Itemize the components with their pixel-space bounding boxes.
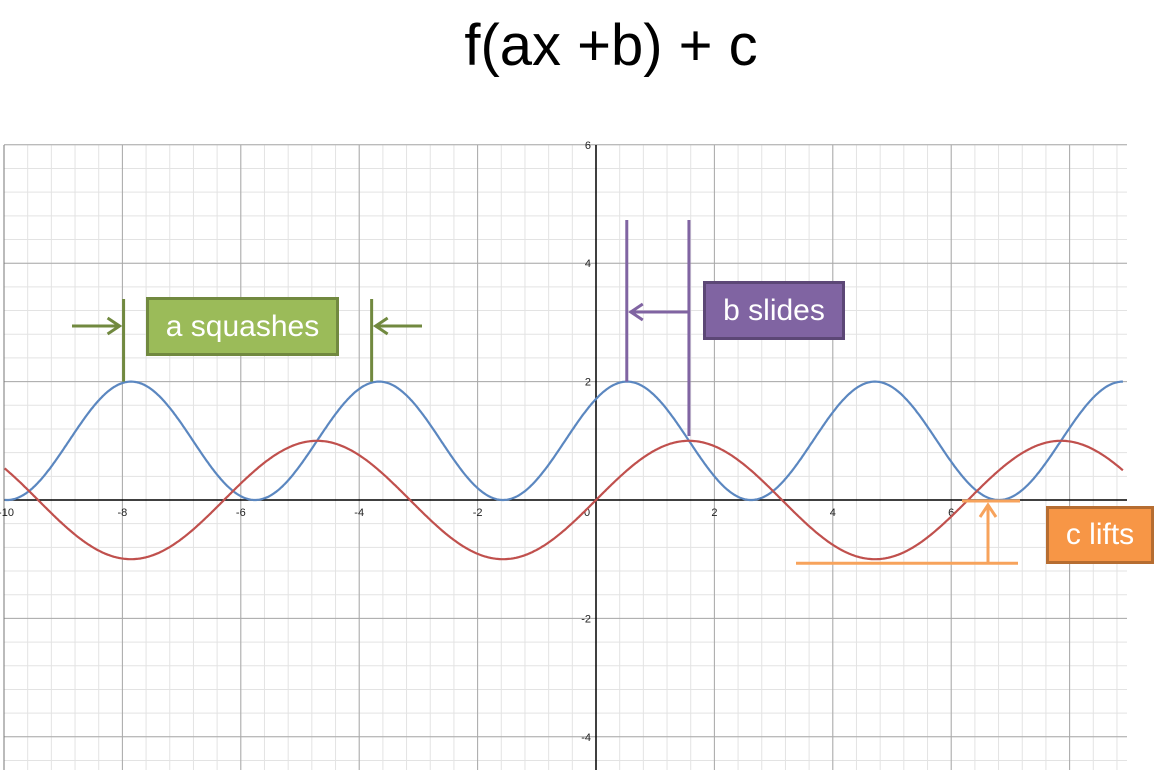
transformed-sine-line bbox=[4, 380, 1123, 502]
x-tick-label: 0 bbox=[584, 507, 590, 519]
b-slides-label: b slides bbox=[703, 281, 845, 340]
major-grid bbox=[3, 144, 1127, 770]
x-tick-label: -6 bbox=[236, 507, 246, 519]
y-tick-label: 6 bbox=[585, 140, 591, 152]
x-tick-label: 4 bbox=[830, 507, 836, 519]
b-arrowhead bbox=[628, 302, 644, 322]
annotation-markers bbox=[72, 220, 1020, 565]
tick-labels: -10 -8 -6 -4 -2 0 2 4 6 -4 -2 2 4 6 bbox=[0, 140, 954, 744]
a-arrowhead-right bbox=[372, 316, 389, 336]
axes bbox=[3, 145, 1127, 770]
c-lifts-label: c lifts bbox=[1046, 506, 1154, 564]
x-tick-label: -10 bbox=[0, 507, 14, 519]
x-tick-label: 2 bbox=[711, 507, 717, 519]
base-sine-line bbox=[3, 439, 1124, 561]
series-lines bbox=[3, 380, 1124, 561]
a-arrowhead-left bbox=[106, 316, 123, 336]
a-squashes-label: a squashes bbox=[146, 297, 339, 356]
x-tick-label: -2 bbox=[473, 507, 483, 519]
x-tick-label: -8 bbox=[118, 507, 128, 519]
c-arrowhead bbox=[978, 502, 998, 518]
y-tick-label: -4 bbox=[581, 732, 591, 744]
y-tick-label: -2 bbox=[581, 613, 591, 625]
minor-grid bbox=[3, 144, 1127, 770]
x-tick-label: -4 bbox=[354, 507, 364, 519]
chart-title: f(ax +b) + c bbox=[464, 13, 758, 78]
y-tick-label: 2 bbox=[585, 377, 591, 389]
y-tick-label: 4 bbox=[585, 258, 591, 270]
x-tick-label: 6 bbox=[948, 507, 954, 519]
